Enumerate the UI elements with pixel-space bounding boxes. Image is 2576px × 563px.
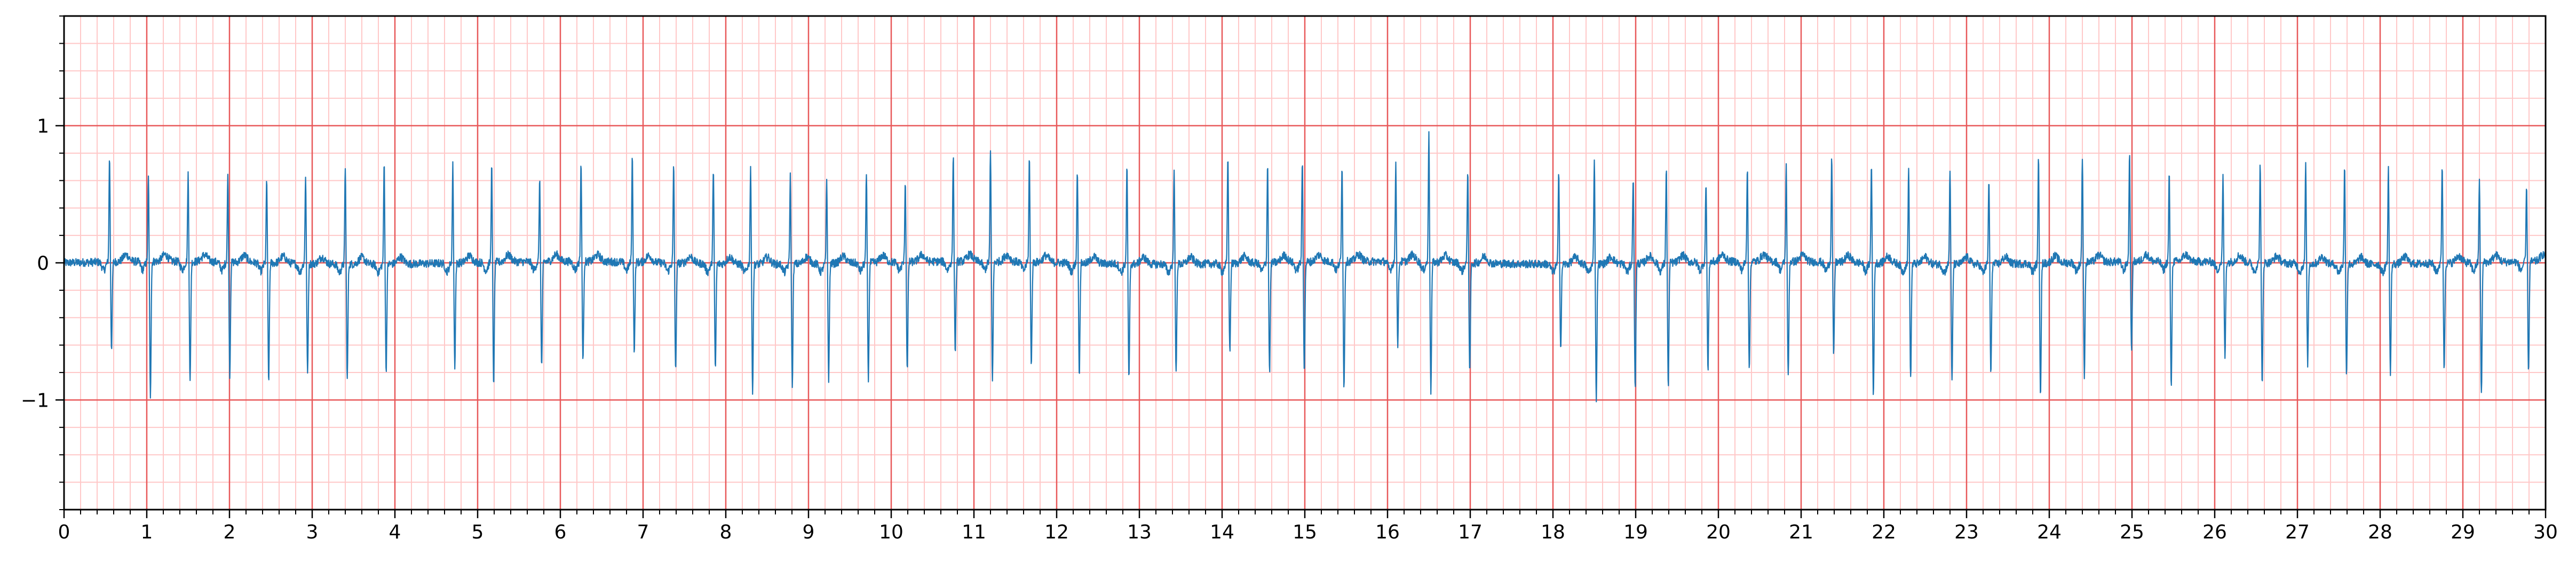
x-tick-label: 17 (1458, 521, 1483, 543)
x-tick-label: 3 (306, 521, 319, 543)
y-tick-label: 1 (37, 116, 49, 138)
x-tick-label: 22 (1872, 521, 1896, 543)
x-tick-label: 13 (1127, 521, 1152, 543)
x-tick-label: 21 (1789, 521, 1813, 543)
x-axis: 0 1 2 3 4 5 6 7 8 9 10 11 12 13 14 15 16 17 18 19 20 21 22 23 24… (58, 510, 2558, 543)
x-tick-label: 0 (58, 521, 70, 543)
x-tick-label: 7 (637, 521, 649, 543)
x-tick-label: 12 (1044, 521, 1069, 543)
x-tick-label: 15 (1293, 521, 1317, 543)
x-tick-label: 6 (554, 521, 567, 543)
x-tick-label: 5 (472, 521, 484, 543)
x-tick-label: 11 (962, 521, 986, 543)
x-tick-label: 25 (2120, 521, 2144, 543)
y-tick-label: 0 (37, 253, 49, 275)
x-tick-label: 29 (2451, 521, 2475, 543)
x-tick-label: 20 (1706, 521, 1731, 543)
x-tick-label: 4 (389, 521, 401, 543)
x-tick-label: 14 (1210, 521, 1234, 543)
x-tick-label: 23 (1954, 521, 1979, 543)
x-tick-label: 10 (879, 521, 903, 543)
x-tick-label: 28 (2368, 521, 2392, 543)
ecg-trace (63, 131, 2546, 402)
x-tick-label: 9 (803, 521, 815, 543)
ecg-signal-line (63, 131, 2546, 402)
x-tick-label: 30 (2533, 521, 2558, 543)
x-tick-label: 24 (2037, 521, 2062, 543)
x-tick-label: 2 (224, 521, 236, 543)
y-axis: −1 0 1 (21, 15, 64, 510)
x-tick-label: 16 (1375, 521, 1400, 543)
x-tick-label: 1 (141, 521, 153, 543)
x-tick-label: 18 (1541, 521, 1565, 543)
x-tick-label: 27 (2285, 521, 2310, 543)
x-tick-label: 26 (2202, 521, 2227, 543)
x-tick-label: 19 (1623, 521, 1648, 543)
x-tick-label: 8 (720, 521, 732, 543)
y-tick-label: −1 (21, 390, 49, 411)
